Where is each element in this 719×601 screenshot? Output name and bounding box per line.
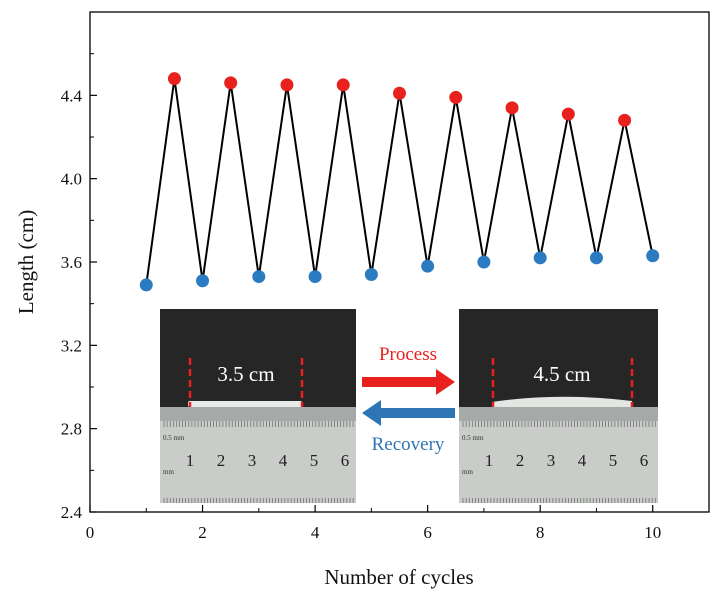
recovery-point [308, 270, 322, 284]
recovery-point [421, 259, 435, 273]
process-point [336, 78, 350, 92]
ruler-unit-bottom: mm [163, 468, 174, 476]
y-tick-label: 4.0 [61, 170, 82, 189]
recovery-point [533, 251, 547, 265]
process-point [280, 78, 294, 92]
x-tick-label: 4 [311, 523, 320, 542]
x-axis-title: Number of cycles [324, 565, 473, 589]
process-point [167, 72, 181, 86]
recovery-point [139, 278, 153, 292]
process-point [505, 101, 519, 115]
ruler-number: 1 [186, 451, 195, 470]
recovery-point [196, 274, 210, 288]
y-tick-label: 3.6 [61, 253, 82, 272]
recovery-label: Recovery [372, 434, 445, 455]
process-point [449, 90, 463, 104]
right-ruler: 1 2 3 4 5 6 0.5 mm mm [462, 421, 656, 503]
ruler-number: 6 [640, 451, 649, 470]
recovery-point [589, 251, 603, 265]
left-photo: 3.5 cm 1 2 3 4 5 6 0.5 mm mm [160, 309, 356, 503]
recovery-point [364, 268, 378, 281]
process-point [618, 113, 632, 127]
y-tick-label: 3.2 [61, 336, 82, 355]
x-tick-label: 0 [86, 523, 95, 542]
ruler-number: 4 [279, 451, 288, 470]
process-point [561, 107, 575, 121]
ruler-number: 2 [516, 451, 525, 470]
ruler-number: 4 [578, 451, 587, 470]
ruler-number: 5 [609, 451, 618, 470]
ruler-number: 5 [310, 451, 319, 470]
ruler-number: 6 [341, 451, 350, 470]
ruler-unit-bottom: mm [462, 468, 473, 476]
process-arrow [362, 369, 455, 395]
ruler-number: 3 [248, 451, 257, 470]
recovery-point [252, 270, 266, 284]
x-tick-label: 8 [536, 523, 545, 542]
inset-illustration: 3.5 cm 1 2 3 4 5 6 0.5 mm mm 4.5 cm 1 2 3 4 5 6 0.5 m… [160, 309, 658, 503]
x-tick-label: 10 [644, 523, 661, 542]
left-photo-label: 3.5 cm [217, 362, 274, 386]
recovery-point [646, 249, 660, 263]
ruler-unit-top: 0.5 mm [163, 434, 185, 442]
right-photo: 4.5 cm 1 2 3 4 5 6 0.5 mm mm [459, 309, 658, 503]
series-line [145, 78, 654, 286]
y-tick-label: 2.4 [61, 503, 83, 522]
y-tick-label: 4.4 [61, 86, 83, 105]
y-tick-label: 2.8 [61, 420, 82, 439]
ruler-number: 1 [485, 451, 494, 470]
recovery-point [477, 255, 491, 269]
ruler-number: 2 [217, 451, 226, 470]
right-photo-label: 4.5 cm [533, 362, 590, 386]
x-tick-label: 2 [198, 523, 207, 542]
process-point [224, 76, 238, 90]
y-axis-title: Length (cm) [14, 210, 38, 314]
data-markers [139, 72, 660, 292]
x-tick-label: 6 [423, 523, 432, 542]
left-ruler: 1 2 3 4 5 6 0.5 mm mm [163, 421, 354, 503]
process-label: Process [379, 344, 437, 365]
recovery-arrow [362, 400, 455, 426]
process-point [393, 86, 406, 100]
ruler-number: 3 [547, 451, 556, 470]
axes: 0 2 4 6 8 10 2.4 2.8 3.2 3.6 4.0 4.4 [61, 53, 661, 542]
ruler-unit-top: 0.5 mm [462, 434, 484, 442]
series-polyline [145, 78, 654, 286]
